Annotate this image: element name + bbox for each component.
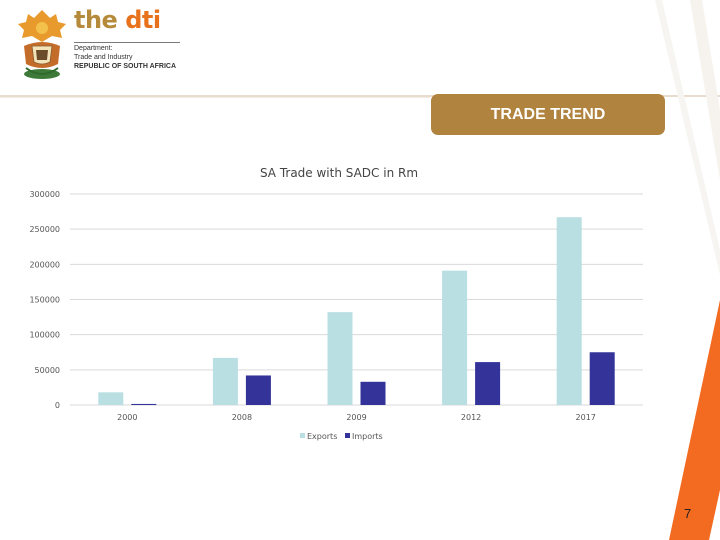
legend-label-imports: Imports bbox=[352, 432, 383, 441]
bar-imports-2008 bbox=[245, 375, 271, 405]
y-tick-label: 0 bbox=[55, 401, 60, 410]
y-tick-label: 200000 bbox=[29, 260, 60, 269]
x-tick-label: 2000 bbox=[117, 413, 137, 422]
bar-imports-2000 bbox=[131, 403, 157, 405]
chart-grid bbox=[70, 193, 643, 406]
legend-swatch-exports bbox=[300, 433, 305, 438]
bar-exports-2017 bbox=[556, 217, 582, 405]
section-tag-label: TRADE TREND bbox=[490, 106, 606, 123]
bar-imports-2017 bbox=[589, 352, 615, 405]
x-tick-label: 2012 bbox=[461, 413, 481, 422]
dti-logo: the dti Department: Trade and Industry R… bbox=[10, 6, 185, 86]
x-tick-label: 2017 bbox=[576, 413, 596, 422]
dept-line-2: Trade and Industry bbox=[74, 54, 133, 61]
chart-bars bbox=[98, 217, 615, 405]
brand-divider bbox=[74, 42, 180, 43]
y-tick-label: 150000 bbox=[29, 296, 60, 305]
legend-label-exports: Exports bbox=[307, 432, 337, 441]
bar-exports-2000 bbox=[98, 392, 124, 405]
y-tick-label: 300000 bbox=[29, 190, 60, 199]
y-tick-label: 250000 bbox=[29, 225, 60, 234]
dept-line-3: REPUBLIC OF SOUTH AFRICA bbox=[74, 63, 177, 70]
page-number: 7 bbox=[684, 506, 692, 521]
y-axis-ticks: 0 50000 100000 150000 200000 250000 300000 bbox=[29, 190, 60, 410]
header-divider bbox=[0, 95, 720, 97]
bar-exports-2012 bbox=[442, 270, 468, 405]
header-divider-shadow bbox=[0, 97, 430, 98]
bar-exports-2009 bbox=[327, 312, 353, 405]
brand-dti: dti bbox=[125, 6, 161, 34]
y-tick-label: 100000 bbox=[29, 331, 60, 340]
x-tick-label: 2008 bbox=[232, 413, 252, 422]
section-tag: TRADE TREND bbox=[431, 94, 665, 135]
x-axis-ticks: 2000 2008 2009 2012 2017 bbox=[117, 413, 596, 422]
y-tick-label: 50000 bbox=[35, 366, 60, 375]
brand-the: the bbox=[74, 6, 118, 34]
bar-imports-2012 bbox=[475, 362, 501, 405]
chart-legend: Exports Imports bbox=[300, 432, 383, 441]
bar-imports-2009 bbox=[360, 381, 386, 405]
brand-wordmark: the dti bbox=[74, 6, 161, 34]
x-tick-label: 2009 bbox=[346, 413, 366, 422]
dept-line-1: Department: bbox=[74, 45, 113, 52]
legend-swatch-imports bbox=[345, 433, 350, 438]
chart-title: SA Trade with SADC in Rm bbox=[260, 166, 418, 180]
coat-of-arms-icon bbox=[18, 10, 66, 79]
bar-exports-2008 bbox=[212, 357, 238, 405]
